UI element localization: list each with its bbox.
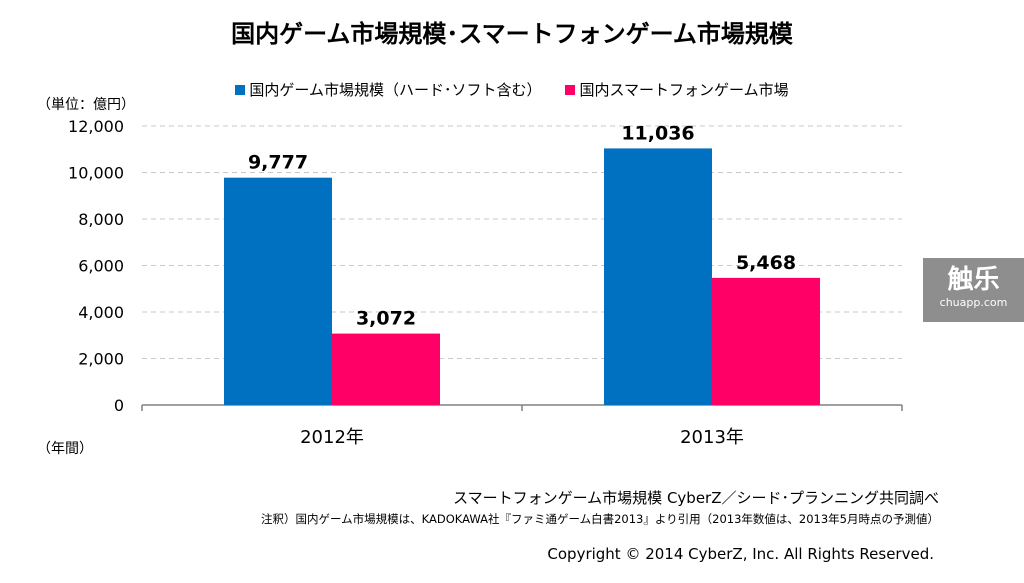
legend: 国内ゲーム市場規模（ハード･ソフト含む） 国内スマートフォンゲーム市場 xyxy=(0,79,1024,100)
y-tick-label: 6,000 xyxy=(78,257,124,276)
x-tick-label: 2012年 xyxy=(300,427,364,448)
y-axis-unit-label: （単位：億円） xyxy=(37,97,135,113)
chart-title: 国内ゲーム市場規模･スマートフォンゲーム市場規模 xyxy=(231,20,793,48)
copyright-text: Copyright © 2014 CyberZ, Inc. All Rights… xyxy=(547,545,934,563)
bar xyxy=(224,177,332,405)
watermark-main: 触乐 xyxy=(947,265,1000,295)
y-tick-label: 2,000 xyxy=(78,350,124,369)
bar xyxy=(604,148,712,405)
bar xyxy=(332,333,440,405)
y-tick-label: 4,000 xyxy=(78,303,124,322)
watermark-logo: 触乐 chuapp.com xyxy=(923,258,1024,322)
legend-label-smartphone: 国内スマートフォンゲーム市場 xyxy=(579,81,789,99)
bar xyxy=(712,277,820,405)
x-tick-label: 2013年 xyxy=(680,427,744,448)
legend-item-smartphone: 国内スマートフォンゲーム市場 xyxy=(565,79,789,100)
legend-swatch-smartphone xyxy=(565,84,576,95)
note-text: 注釈）国内ゲーム市場規模は、KADOKAWA社『ファミ通ゲーム白書2013』より… xyxy=(261,512,939,526)
data-label: 5,468 xyxy=(736,252,796,274)
data-label: 9,777 xyxy=(248,152,308,174)
y-tick-label: 12,000 xyxy=(68,117,124,136)
y-tick-label: 0 xyxy=(114,396,124,415)
source-text: スマートフォンゲーム市場規模 CyberZ／シード･プランニング共同調べ xyxy=(453,489,939,507)
legend-label-domestic: 国内ゲーム市場規模（ハード･ソフト含む） xyxy=(249,81,542,99)
y-tick-label: 10,000 xyxy=(68,164,124,183)
watermark-sub: chuapp.com xyxy=(939,296,1008,309)
y-tick-label: 8,000 xyxy=(78,210,124,229)
legend-item-domestic: 国内ゲーム市場規模（ハード･ソフト含む） xyxy=(235,79,541,100)
data-label: 3,072 xyxy=(356,308,416,330)
x-axis-unit-label: （年間） xyxy=(37,441,93,457)
data-label: 11,036 xyxy=(621,122,694,144)
legend-swatch-domestic xyxy=(235,84,246,95)
